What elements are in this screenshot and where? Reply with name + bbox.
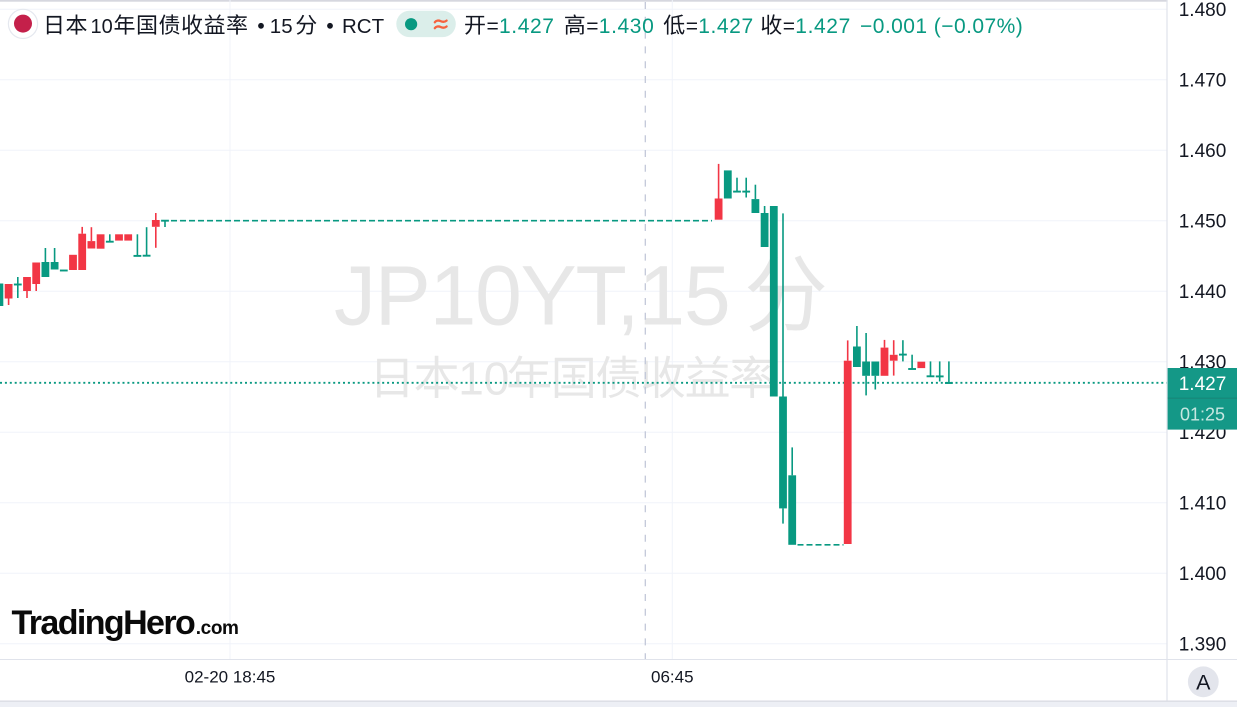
svg-text:.com: .com xyxy=(196,618,239,639)
svg-text:RCT: RCT xyxy=(342,15,385,38)
svg-text:1.427: 1.427 xyxy=(698,15,754,38)
svg-text:10: 10 xyxy=(91,16,113,38)
svg-text:1.427: 1.427 xyxy=(1179,374,1227,395)
svg-text:1.470: 1.470 xyxy=(1179,70,1227,91)
svg-text:1.450: 1.450 xyxy=(1179,211,1227,232)
svg-text:−0.001 (−0.07%): −0.001 (−0.07%) xyxy=(860,15,1023,38)
svg-text:JP10YT,15: JP10YT,15 xyxy=(334,249,729,343)
svg-text:10: 10 xyxy=(458,352,509,404)
svg-text:1.430: 1.430 xyxy=(599,15,655,38)
svg-text:1.410: 1.410 xyxy=(1179,493,1227,514)
svg-text:=: = xyxy=(586,15,598,38)
svg-text:1.400: 1.400 xyxy=(1179,564,1227,585)
svg-text:1.427: 1.427 xyxy=(795,15,851,38)
svg-text:15: 15 xyxy=(270,15,293,38)
svg-text:=: = xyxy=(783,15,795,38)
svg-text:A: A xyxy=(1196,671,1211,695)
svg-text:1.480: 1.480 xyxy=(1179,0,1227,21)
svg-text:1.460: 1.460 xyxy=(1179,141,1227,162)
svg-text:02-20 18:45: 02-20 18:45 xyxy=(185,667,276,686)
svg-text:TradingHero: TradingHero xyxy=(12,604,195,642)
svg-text:=: = xyxy=(487,15,499,38)
svg-text:1.440: 1.440 xyxy=(1179,282,1227,303)
svg-text:1.390: 1.390 xyxy=(1179,634,1227,655)
svg-text:01:25: 01:25 xyxy=(1180,405,1225,425)
svg-text:06:45: 06:45 xyxy=(651,667,694,686)
svg-text:=: = xyxy=(686,15,698,38)
svg-text:1.427: 1.427 xyxy=(499,15,555,38)
